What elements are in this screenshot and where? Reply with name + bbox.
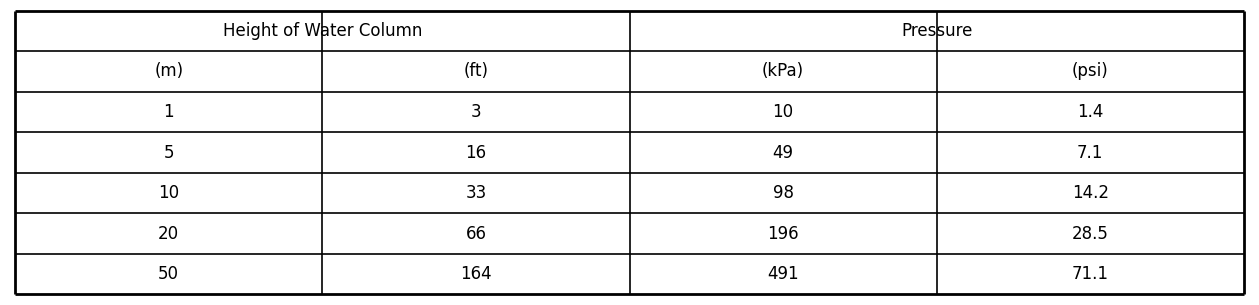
Text: Pressure: Pressure [901,22,972,40]
Text: 1.4: 1.4 [1078,103,1103,121]
Text: 49: 49 [773,143,793,162]
Text: (m): (m) [154,63,184,81]
Text: 491: 491 [767,265,799,283]
Text: 10: 10 [773,103,793,121]
Text: 71.1: 71.1 [1071,265,1109,283]
Text: 164: 164 [460,265,492,283]
Text: 66: 66 [466,224,486,242]
Text: 3: 3 [471,103,481,121]
Text: 14.2: 14.2 [1071,184,1109,202]
Text: (ft): (ft) [463,63,488,81]
Text: 10: 10 [159,184,179,202]
Text: 98: 98 [773,184,793,202]
Text: 5: 5 [164,143,174,162]
Text: (kPa): (kPa) [762,63,805,81]
Text: (psi): (psi) [1071,63,1109,81]
Text: 7.1: 7.1 [1078,143,1103,162]
Text: 28.5: 28.5 [1071,224,1109,242]
Text: 33: 33 [466,184,486,202]
Text: 196: 196 [767,224,799,242]
Text: 1: 1 [164,103,174,121]
Text: Height of Water Column: Height of Water Column [223,22,422,40]
Text: 16: 16 [466,143,486,162]
Text: 20: 20 [159,224,179,242]
Text: 50: 50 [159,265,179,283]
